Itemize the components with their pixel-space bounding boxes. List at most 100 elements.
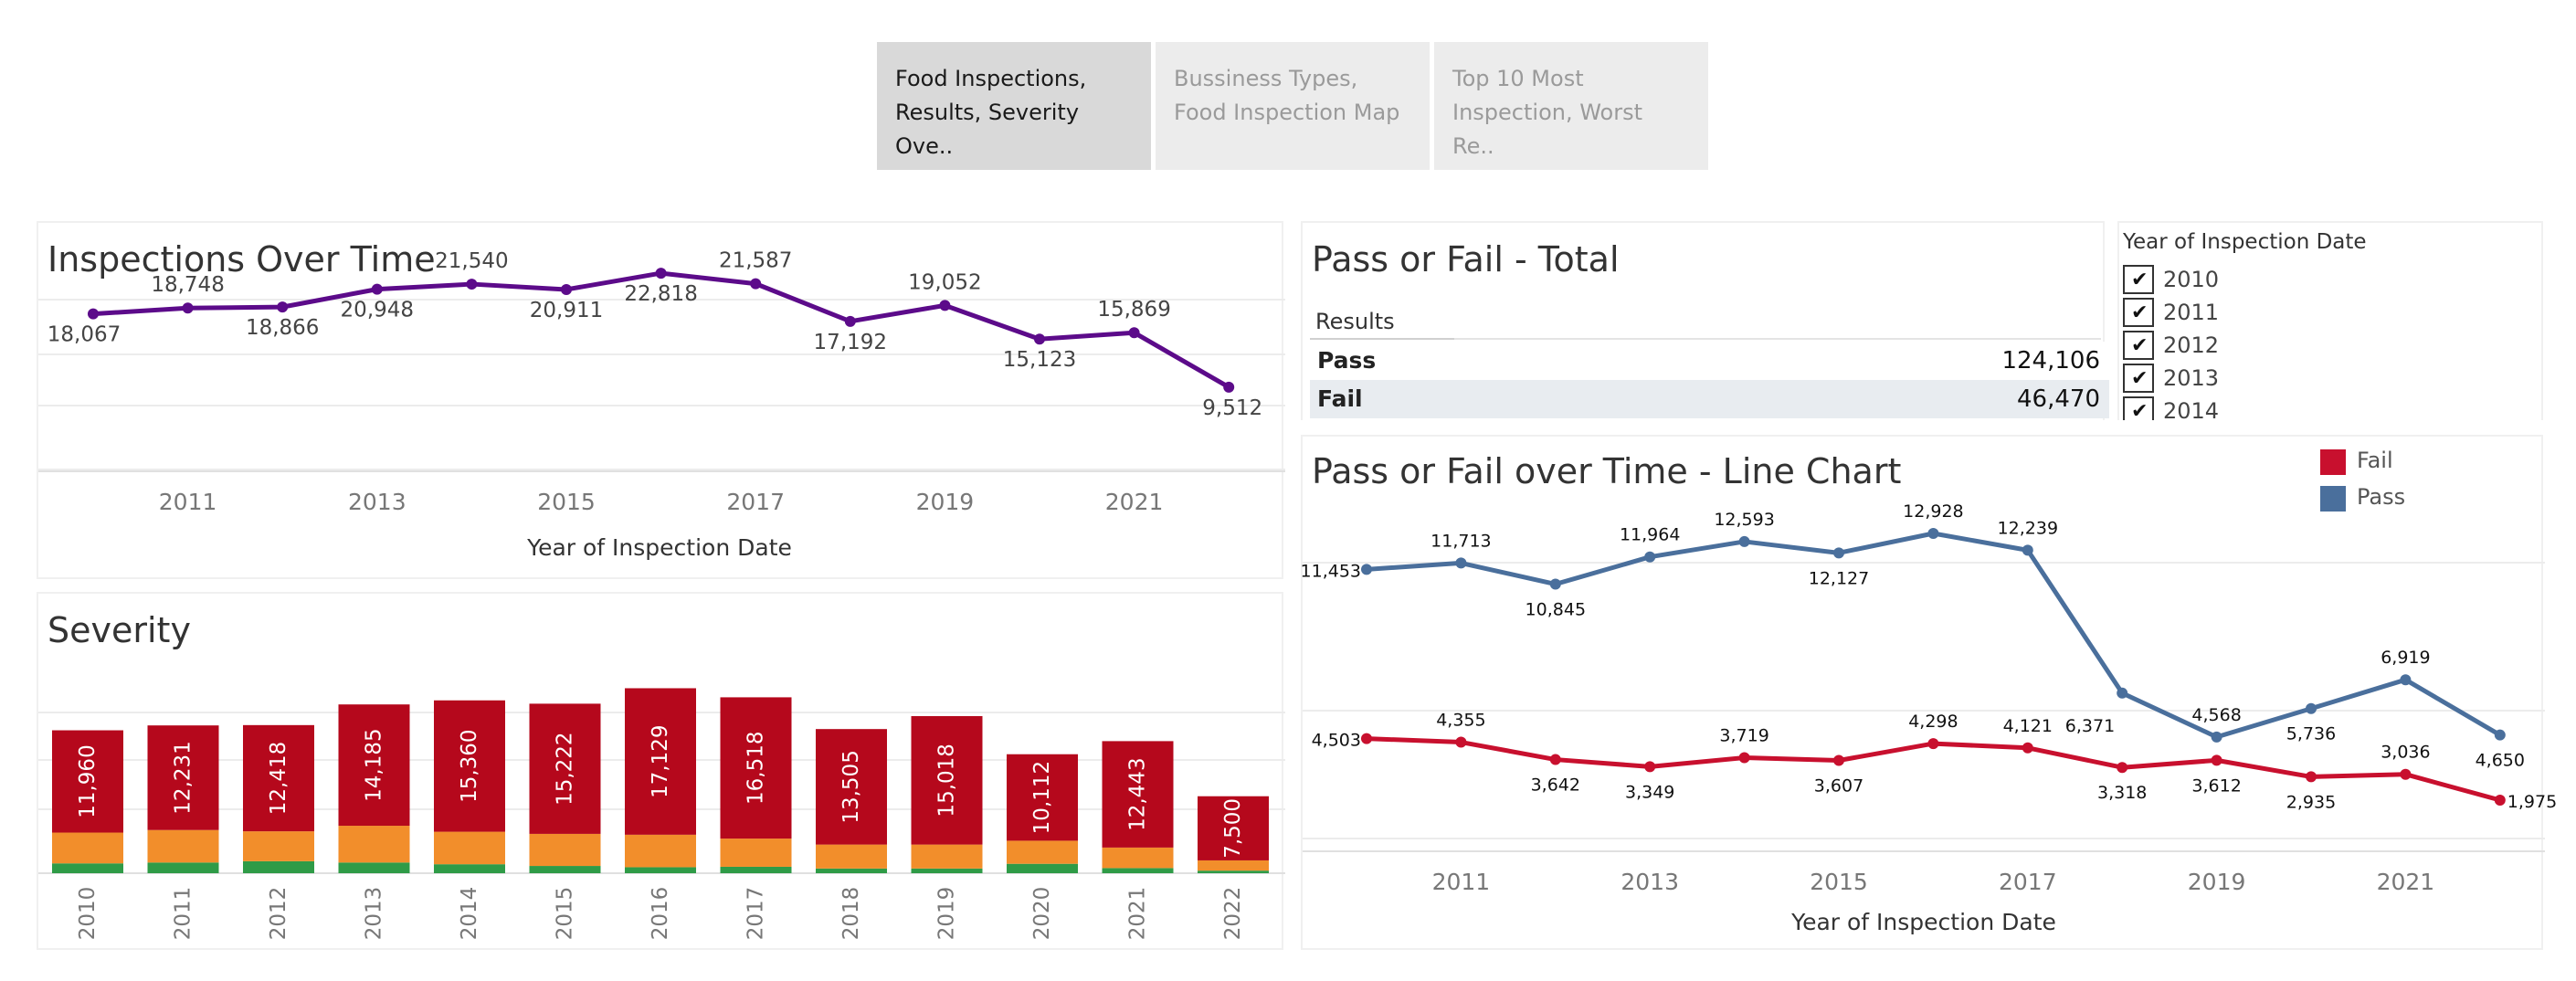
- pf-point-pass-2020: [2306, 702, 2317, 714]
- pf-point-pass-2016: [1927, 528, 1939, 539]
- pf-label-pass-2010: 11,453: [1301, 561, 1361, 581]
- sev-xtick-2010: 2010: [76, 887, 100, 941]
- severity-title: Severity: [48, 610, 191, 650]
- checkbox-2013[interactable]: [2123, 363, 2154, 396]
- pf-label-pass-2021: 6,919: [2381, 648, 2430, 668]
- sev-xtick-2016: 2016: [649, 887, 672, 941]
- inspections-label-2019: 19,052: [908, 270, 981, 294]
- sev-xtick-2019: 2019: [935, 887, 959, 941]
- sev-bar-high-2018: [816, 729, 887, 845]
- sev-bar-high-2011: [147, 725, 219, 830]
- sev-bar-low-2020: [1007, 863, 1078, 873]
- sev-bar-low-2010: [52, 863, 123, 873]
- inspections-xtick-2011: 2011: [159, 489, 217, 515]
- pf-label-pass-2019: 4,568: [2191, 705, 2241, 725]
- inspections-point-2022: [1223, 381, 1235, 393]
- sev-xtick-2015: 2015: [554, 887, 577, 941]
- pf-point-fail-2018: [2117, 762, 2128, 774]
- pf-point-pass-2012: [1549, 578, 1561, 590]
- pf-label-pass-2015: 12,127: [1809, 568, 1869, 588]
- pf-label-fail-2021: 3,036: [2381, 743, 2430, 763]
- inspections-label-2014: 21,540: [435, 249, 508, 273]
- inspections-point-2014: [466, 279, 478, 290]
- inspections-xtick-2013: 2013: [348, 489, 406, 515]
- pf-point-fail-2019: [2211, 754, 2222, 766]
- sev-label-2013: 14,185: [363, 728, 386, 801]
- inspections-label-2022: 9,512: [1202, 396, 1262, 420]
- checkbox-2011[interactable]: [2123, 297, 2154, 330]
- sev-label-2019: 15,018: [935, 744, 959, 817]
- inspections-point-2010: [88, 308, 99, 320]
- sev-bar-low-2016: [625, 867, 696, 873]
- header-divider-a: [1310, 338, 1454, 340]
- severity-panel: Severity 11,960 2010 12,231 2011 12,418 2012 1…: [37, 592, 1285, 950]
- inspections-label-2016: 22,818: [624, 282, 697, 306]
- sev-bar-high-2017: [720, 697, 792, 839]
- inspections-label-2010: 18,067: [48, 323, 121, 347]
- checkbox-2010[interactable]: [2123, 264, 2154, 297]
- legend-fail-label: Fail: [2357, 448, 2393, 473]
- checkbox-2014[interactable]: [2123, 396, 2154, 420]
- inspections-xtick-2021: 2021: [1105, 489, 1164, 515]
- pf-xtick-2011: 2011: [1432, 869, 1491, 895]
- pf-label-fail-2015: 3,607: [1814, 775, 1863, 796]
- fail-row: Fail 46,470: [1310, 380, 2109, 418]
- sev-bar-medium-2021: [1102, 847, 1174, 869]
- tab-business-types[interactable]: Bussiness Types, Food Inspection Map: [1156, 42, 1430, 170]
- pf-label-pass-2014: 12,593: [1714, 510, 1774, 530]
- sev-bar-low-2013: [338, 862, 410, 873]
- sev-bar-low-2017: [720, 866, 792, 873]
- pass-row-value: 124,106: [2001, 347, 2100, 374]
- pf-label-fail-2010: 4,503: [1312, 731, 1361, 751]
- year-label-2013: 2013: [2163, 365, 2220, 391]
- inspections-label-2021: 15,869: [1097, 298, 1170, 322]
- sev-bar-medium-2019: [911, 844, 983, 869]
- sev-bar-medium-2017: [720, 839, 792, 867]
- sev-label-2014: 15,360: [458, 729, 481, 802]
- pf-point-fail-2012: [1549, 754, 1561, 765]
- pf-point-pass-2021: [2400, 674, 2412, 686]
- inspections-point-2019: [939, 300, 951, 311]
- year-filter-title: Year of Inspection Date: [2123, 230, 2367, 254]
- sev-bar-high-2021: [1102, 741, 1174, 848]
- pf-point-pass-2022: [2494, 729, 2506, 741]
- pf-line-pass: [1366, 531, 2502, 740]
- inspections-point-2012: [277, 301, 289, 313]
- sev-label-2011: 12,231: [172, 741, 195, 814]
- sev-bar-high-2013: [338, 704, 410, 827]
- sev-xtick-2021: 2021: [1126, 887, 1150, 941]
- sev-label-2022: 7,500: [1221, 798, 1245, 859]
- pf-xtick-2017: 2017: [1999, 869, 2057, 895]
- pf-xtick-2015: 2015: [1810, 869, 1868, 895]
- pass-fail-total-panel: Pass or Fail - Total Results Pass 124,10…: [1301, 221, 2109, 420]
- pf-label-fail-2020: 2,935: [2286, 792, 2336, 812]
- sev-label-2010: 11,960: [76, 744, 100, 818]
- year-label-2011: 2011: [2163, 300, 2220, 325]
- sev-bar-low-2012: [243, 860, 314, 873]
- inspections-point-2015: [561, 283, 572, 295]
- pf-point-pass-2015: [1833, 547, 1844, 559]
- pf-label-pass-2013: 11,964: [1620, 525, 1680, 545]
- checkbox-2012[interactable]: [2123, 330, 2154, 363]
- pass-fail-line-panel: Pass or Fail over Time - Line Chart Fail…: [1301, 435, 2557, 950]
- year-label-2010: 2010: [2163, 267, 2220, 292]
- pass-fail-total-title: Pass or Fail - Total: [1312, 239, 1620, 280]
- pf-point-fail-2017: [2022, 742, 2033, 754]
- inspections-point-2020: [1034, 333, 1045, 345]
- tab-top-10[interactable]: Top 10 Most Inspection, Worst Re..: [1434, 42, 1708, 170]
- sev-bar-high-2012: [243, 724, 314, 832]
- pf-point-fail-2014: [1738, 752, 1750, 764]
- sev-label-2017: 16,518: [744, 732, 768, 805]
- sev-xtick-2017: 2017: [744, 887, 768, 941]
- sev-bar-high-2020: [1007, 754, 1078, 841]
- pf-point-pass-2014: [1738, 535, 1750, 547]
- year-label-2014: 2014: [2163, 398, 2220, 420]
- pf-label-fail-2011: 4,355: [1436, 711, 1485, 731]
- inspections-panel: Inspections Over Time 18,067 18,748 18,866…: [37, 221, 1285, 579]
- tab-food-inspections[interactable]: Food Inspections, Results, Severity Ove.…: [877, 42, 1151, 170]
- pf-point-fail-2020: [2306, 771, 2317, 783]
- pf-point-pass-2017: [2022, 544, 2033, 556]
- pf-point-fail-2021: [2400, 768, 2412, 780]
- pf-point-pass-2011: [1455, 557, 1467, 569]
- inspections-label-2015: 20,911: [530, 299, 603, 322]
